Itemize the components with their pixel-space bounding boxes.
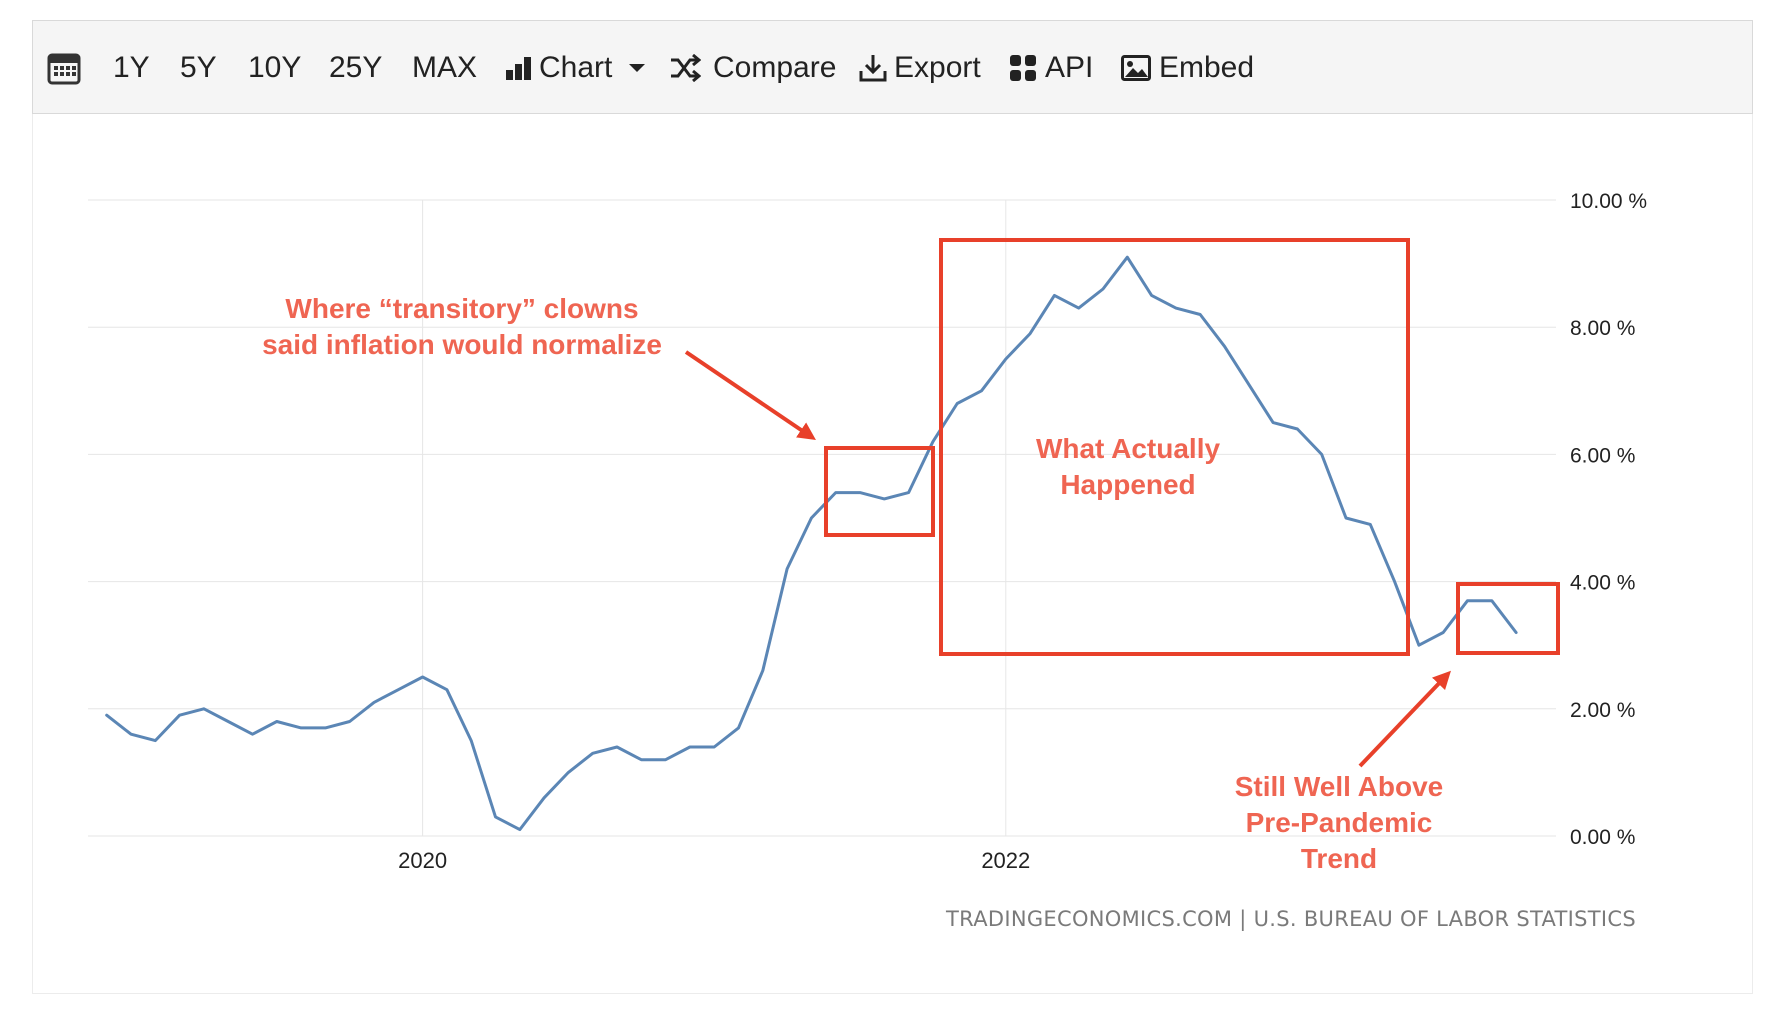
chart-card: [32, 20, 1753, 994]
embed-button[interactable]: Embed: [1121, 38, 1254, 98]
chart-type-label: Chart: [539, 51, 613, 84]
range-1y-label: 1Y: [113, 51, 150, 84]
annotation-box: [1456, 582, 1560, 655]
y-tick-label: 10.00 %: [1570, 190, 1647, 213]
calendar-button[interactable]: [47, 38, 81, 98]
export-button[interactable]: Export: [858, 38, 981, 98]
annotation-text: Happened: [1060, 469, 1195, 500]
y-tick-label: 0.00 %: [1570, 826, 1635, 849]
annotation-text: said inflation would normalize: [262, 329, 662, 360]
caret-down-icon: [629, 64, 646, 72]
x-tick-label: 2022: [981, 848, 1030, 873]
range-10y-button[interactable]: 10Y: [248, 38, 301, 98]
compare-button[interactable]: Compare: [669, 38, 836, 98]
range-25y-label: 25Y: [329, 51, 383, 84]
bar-chart-icon: [506, 57, 531, 80]
image-icon: [1121, 55, 1151, 81]
annotations-layer: Where “transitory” clowns said inflation …: [262, 238, 1560, 874]
annotation-text: Still Well Above: [1235, 771, 1443, 802]
api-button[interactable]: API: [1009, 38, 1093, 98]
y-axis: 0.00 % 2.00 % 4.00 % 6.00 % 8.00 % 10.00 %: [1570, 190, 1647, 849]
export-label: Export: [894, 51, 981, 84]
annotation-text: Pre-Pandemic: [1246, 807, 1433, 838]
series-line[interactable]: [105, 255, 1518, 832]
series-layer: [105, 255, 1518, 832]
annotation-box: [824, 446, 935, 537]
range-5y-label: 5Y: [180, 51, 217, 84]
grid-icon: [1010, 55, 1036, 81]
chart-type-dropdown[interactable]: Chart: [505, 38, 646, 98]
range-25y-button[interactable]: 25Y: [329, 38, 382, 98]
annotation-text: Trend: [1301, 843, 1377, 874]
embed-label: Embed: [1159, 51, 1255, 84]
range-max-label: MAX: [412, 51, 478, 84]
y-tick-label: 8.00 %: [1570, 317, 1635, 340]
compare-label: Compare: [713, 51, 837, 84]
y-tick-label: 6.00 %: [1570, 444, 1635, 467]
api-label: API: [1045, 51, 1094, 84]
x-tick-label: 2020: [398, 848, 447, 873]
source-credit[interactable]: TRADINGECONOMICS.COM | U.S. BUREAU OF LA…: [945, 907, 1636, 932]
range-1y-button[interactable]: 1Y: [113, 38, 150, 98]
annotation-text: What Actually: [1036, 433, 1221, 464]
chart-toolbar: 1Y 5Y 10Y 25Y MAX Chart Compare Export: [32, 20, 1753, 114]
range-10y-label: 10Y: [248, 51, 302, 84]
download-icon: [859, 55, 887, 82]
annotation-text: Where “transitory” clowns: [285, 293, 638, 324]
y-tick-label: 4.00 %: [1570, 572, 1635, 595]
range-5y-button[interactable]: 5Y: [180, 38, 217, 98]
y-tick-label: 2.00 %: [1570, 699, 1635, 722]
shuffle-icon: [671, 54, 701, 82]
calendar-icon: [47, 53, 81, 85]
x-axis: 2020 2022: [398, 848, 1030, 873]
annotation-arrow: [1358, 670, 1451, 768]
annotation-arrow: [684, 350, 816, 441]
range-max-button[interactable]: MAX: [412, 38, 477, 98]
annotation-box: [939, 238, 1410, 656]
grid-lines: [88, 199, 1556, 837]
